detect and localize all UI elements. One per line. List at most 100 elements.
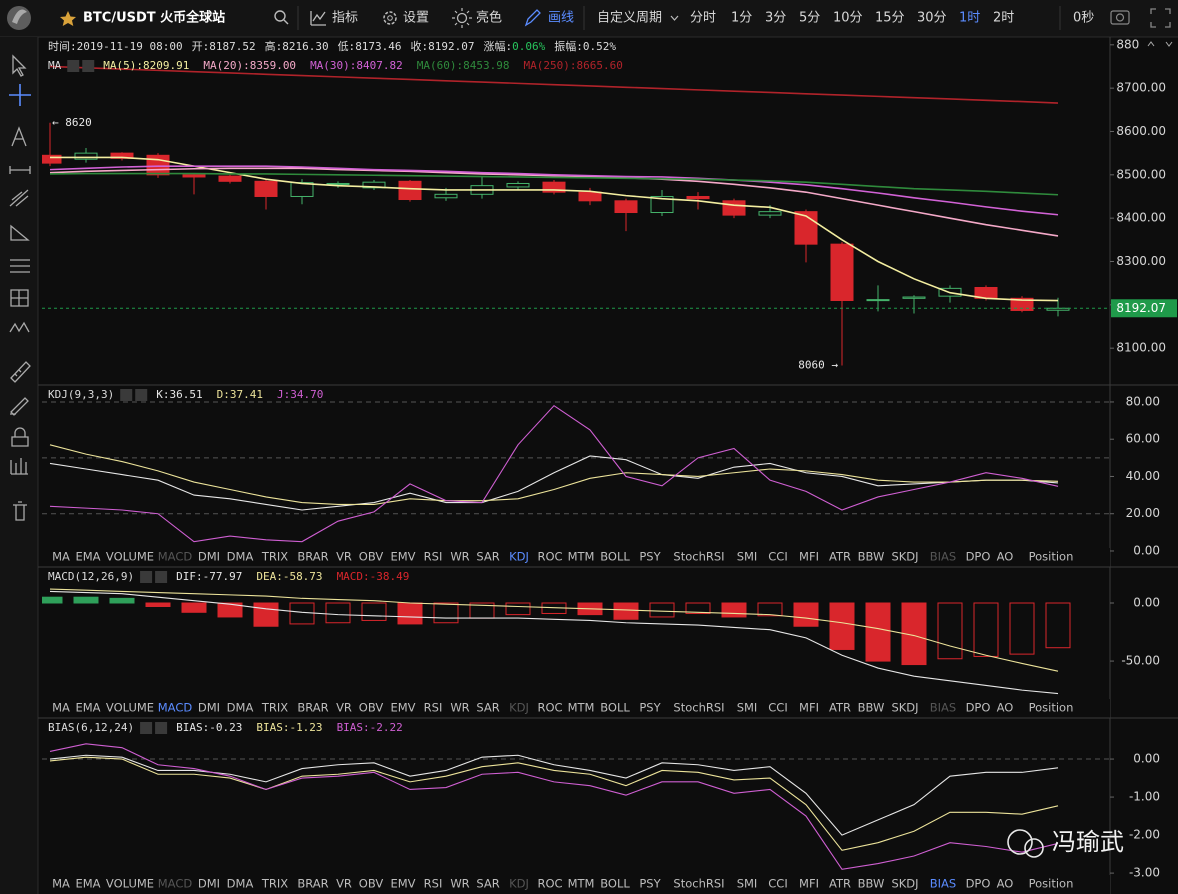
tool-wave[interactable] — [9, 321, 30, 333]
indicator-tab[interactable]: ATR — [829, 701, 851, 715]
indicator-tab[interactable]: MACD — [158, 701, 193, 715]
indicator-tab[interactable]: DPO — [966, 701, 991, 715]
custom-period[interactable]: 自定义周期 — [597, 11, 662, 26]
menu-item[interactable]: 设置 — [403, 11, 429, 26]
menu-item[interactable]: 画线 — [548, 11, 574, 26]
indicator-tab[interactable]: DMA — [227, 877, 254, 891]
indicator-tab[interactable]: Position — [1029, 701, 1074, 715]
indicator-tab[interactable]: ROC — [537, 701, 562, 715]
indicator-tab[interactable]: BBW — [858, 877, 885, 891]
tool-grid[interactable] — [10, 289, 29, 307]
indicator-tab[interactable]: VOLUME — [106, 701, 154, 715]
indicator-tab[interactable]: MA — [52, 701, 70, 715]
indicator-tab[interactable]: BIAS — [930, 877, 956, 891]
period[interactable]: 10分 — [833, 11, 863, 26]
indicator-tab[interactable]: VR — [336, 550, 352, 564]
indicator-tab[interactable]: OBV — [359, 550, 384, 564]
indicator-tab[interactable]: MTM — [568, 550, 595, 564]
indicator-tab[interactable]: EMA — [75, 550, 100, 564]
tool-delete[interactable] — [13, 501, 27, 521]
period[interactable]: 1时 — [959, 11, 980, 26]
indicator-tab[interactable]: BRAR — [297, 550, 328, 564]
indicator-tab[interactable]: MA — [52, 550, 70, 564]
indicator-tab[interactable]: VOLUME — [106, 550, 154, 564]
legend-close[interactable] — [135, 389, 148, 401]
legend-toggle[interactable] — [140, 722, 153, 734]
indicator-tab[interactable]: DMI — [198, 701, 220, 715]
indicator-tab[interactable]: RSI — [424, 701, 443, 715]
indicator-tab[interactable]: BBW — [858, 550, 885, 564]
screenshot-icon[interactable] — [1110, 10, 1130, 25]
indicator-tab[interactable]: BIAS — [930, 550, 956, 564]
symbol[interactable]: BTC/USDT 火币全球站 — [83, 10, 225, 26]
indicator-tab[interactable]: OBV — [359, 877, 384, 891]
indicator-tab[interactable]: ATR — [829, 550, 851, 564]
tool-channel[interactable] — [9, 189, 29, 207]
favorite-star[interactable] — [60, 11, 76, 26]
tool-text[interactable] — [11, 126, 27, 147]
indicator-tab[interactable]: TRIX — [261, 877, 288, 891]
indicator-tab[interactable]: ATR — [829, 877, 851, 891]
indicator-tab[interactable]: SKDJ — [891, 701, 918, 715]
indicator-tab[interactable]: SAR — [476, 701, 499, 715]
period[interactable]: 1分 — [731, 11, 752, 26]
indicator-tab[interactable]: RSI — [424, 877, 443, 891]
indicator-tab[interactable]: EMA — [75, 701, 100, 715]
legend-toggle[interactable] — [120, 389, 133, 401]
indicator-tab[interactable]: RSI — [424, 550, 443, 564]
fullscreen-icon[interactable] — [1150, 8, 1171, 28]
period[interactable]: 分时 — [690, 11, 716, 26]
indicator-tab[interactable]: BOLL — [600, 701, 630, 715]
period[interactable]: 5分 — [799, 11, 820, 26]
indicator-tab[interactable]: DMI — [198, 877, 220, 891]
indicator-tab[interactable]: OBV — [359, 701, 384, 715]
indicator-tab[interactable]: AO — [997, 877, 1014, 891]
tool-triangle[interactable] — [10, 224, 30, 241]
indicator-tab[interactable]: SAR — [476, 877, 499, 891]
indicator-tab[interactable]: StochRSI — [673, 701, 724, 715]
indicator-tab[interactable]: KDJ — [509, 701, 529, 715]
indicator-tab[interactable]: SAR — [476, 550, 499, 564]
indicator-tab[interactable]: BIAS — [930, 701, 956, 715]
indicator-tab[interactable]: ROC — [537, 550, 562, 564]
indicator-tab[interactable]: BRAR — [297, 701, 328, 715]
legend-close[interactable] — [155, 571, 168, 583]
indicator-tab[interactable]: BRAR — [297, 877, 328, 891]
tool-crosshair[interactable] — [9, 84, 31, 106]
indicator-tab[interactable]: ROC — [537, 877, 562, 891]
indicator-tab[interactable]: CCI — [768, 877, 787, 891]
indicator-tab[interactable]: VR — [336, 701, 352, 715]
indicator-tab[interactable]: TRIX — [261, 701, 288, 715]
indicator-tab[interactable]: EMV — [390, 550, 415, 564]
indicator-tab[interactable]: MTM — [568, 877, 595, 891]
tool-candles[interactable] — [10, 458, 28, 475]
indicator-tab[interactable]: BBW — [858, 701, 885, 715]
indicator-tab[interactable]: MFI — [799, 701, 819, 715]
period[interactable]: 15分 — [875, 11, 905, 26]
indicator-tab[interactable]: SKDJ — [891, 550, 918, 564]
tool-ruler[interactable] — [10, 361, 31, 383]
indicator-tab[interactable]: Position — [1029, 877, 1074, 891]
period[interactable]: 30分 — [917, 11, 947, 26]
legend-close[interactable] — [82, 60, 95, 72]
legend-close[interactable] — [155, 722, 168, 734]
indicator-tab[interactable]: DMA — [227, 701, 254, 715]
indicator-tab[interactable]: DPO — [966, 877, 991, 891]
indicator-tab[interactable]: Position — [1029, 550, 1074, 564]
legend-toggle[interactable] — [67, 60, 80, 72]
indicator-tab[interactable]: CCI — [768, 701, 787, 715]
period[interactable]: 2时 — [993, 11, 1014, 26]
indicator-tab[interactable]: PSY — [639, 701, 661, 715]
indicator-tab[interactable]: PSY — [639, 877, 661, 891]
indicator-tab[interactable]: KDJ — [509, 550, 529, 564]
indicator-tab[interactable]: BOLL — [600, 550, 630, 564]
indicator-tab[interactable]: BOLL — [600, 877, 630, 891]
tool-lock[interactable] — [11, 427, 29, 447]
indicator-tab[interactable]: DMA — [227, 550, 254, 564]
indicator-tab[interactable]: VOLUME — [106, 877, 154, 891]
indicator-tab[interactable]: WR — [450, 550, 469, 564]
indicator-tab[interactable]: EMV — [390, 701, 415, 715]
indicator-tab[interactable]: VR — [336, 877, 352, 891]
indicator-tab[interactable]: AO — [997, 550, 1014, 564]
indicator-tab[interactable]: MA — [52, 877, 70, 891]
